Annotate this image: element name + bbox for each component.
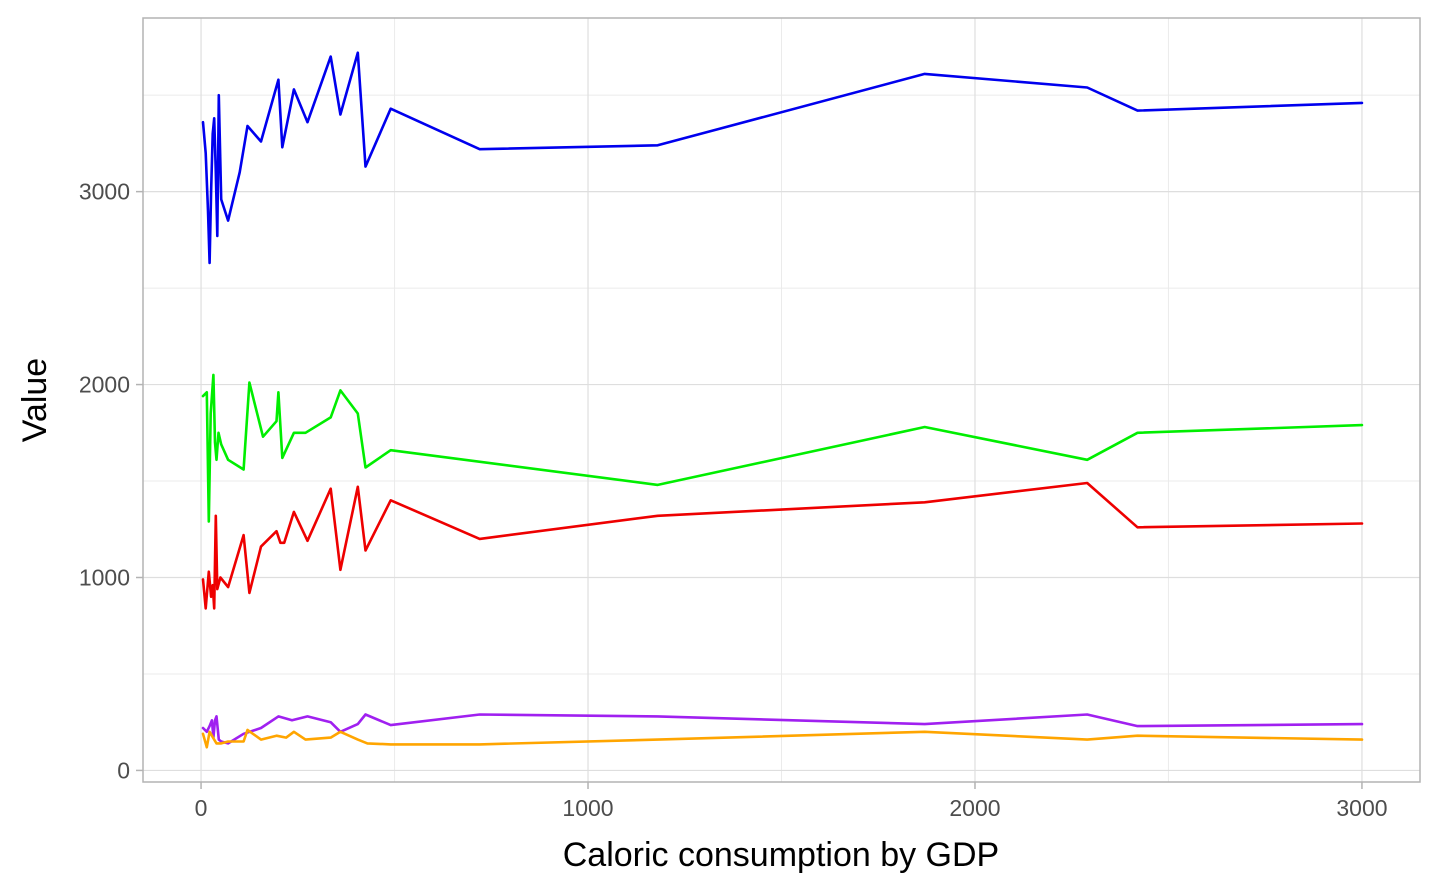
series-line-2 xyxy=(201,373,1364,523)
series-line-3 xyxy=(201,481,1364,610)
y-tick-label: 3000 xyxy=(79,179,130,205)
series-lines xyxy=(201,51,1364,749)
y-tick-label: 0 xyxy=(117,757,130,783)
series-line-5 xyxy=(201,728,1364,749)
minor-gridlines xyxy=(143,18,1420,782)
series-line-1 xyxy=(201,51,1364,265)
x-tick-label: 3000 xyxy=(1336,795,1387,821)
y-tick-label: 1000 xyxy=(79,564,130,590)
x-tick-label: 2000 xyxy=(949,795,1000,821)
x-axis-ticks: 0 1000 2000 3000 xyxy=(195,782,1388,821)
plot-border xyxy=(142,17,1421,783)
series-line-4 xyxy=(201,713,1364,745)
major-gridlines xyxy=(143,18,1420,782)
y-axis-title: Value xyxy=(16,358,54,442)
x-tick-label: 0 xyxy=(195,795,208,821)
x-axis-title: Caloric consumption by GDP xyxy=(563,836,1000,874)
y-tick-label: 2000 xyxy=(79,372,130,398)
y-axis-ticks: 0 1000 2000 3000 xyxy=(79,179,143,783)
x-tick-label: 1000 xyxy=(562,795,613,821)
